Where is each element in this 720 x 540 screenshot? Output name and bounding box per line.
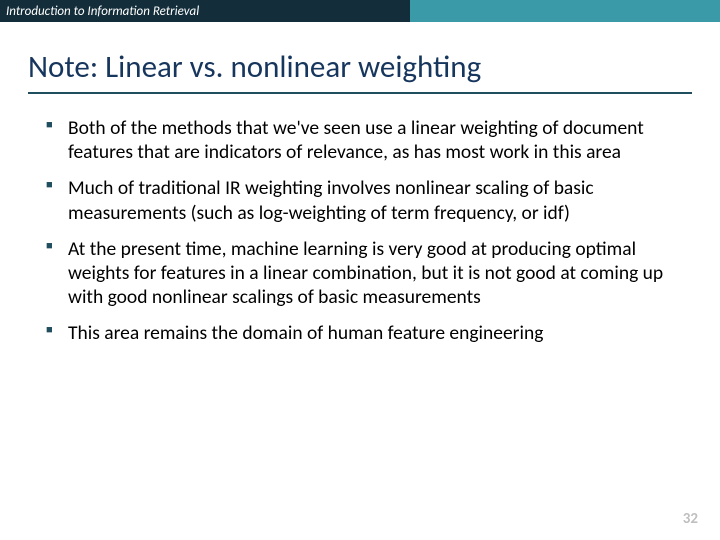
slide-content: Note: Linear vs. nonlinear weighting Bot… <box>0 22 720 345</box>
course-title: Introduction to Information Retrieval <box>6 4 199 19</box>
bullet-list: Both of the methods that we've seen use … <box>28 116 692 345</box>
page-number: 32 <box>683 510 698 528</box>
slide-container: Introduction to Information Retrieval No… <box>0 0 720 540</box>
header-bar: Introduction to Information Retrieval <box>0 0 720 22</box>
bullet-item: Both of the methods that we've seen use … <box>46 116 692 164</box>
bullet-item: Much of traditional IR weighting involve… <box>46 176 692 224</box>
bullet-item: At the present time, machine learning is… <box>46 237 692 310</box>
header-left-segment: Introduction to Information Retrieval <box>0 0 410 22</box>
header-right-segment <box>410 0 720 22</box>
slide-title: Note: Linear vs. nonlinear weighting <box>28 50 692 94</box>
bullet-item: This area remains the domain of human fe… <box>46 321 692 345</box>
